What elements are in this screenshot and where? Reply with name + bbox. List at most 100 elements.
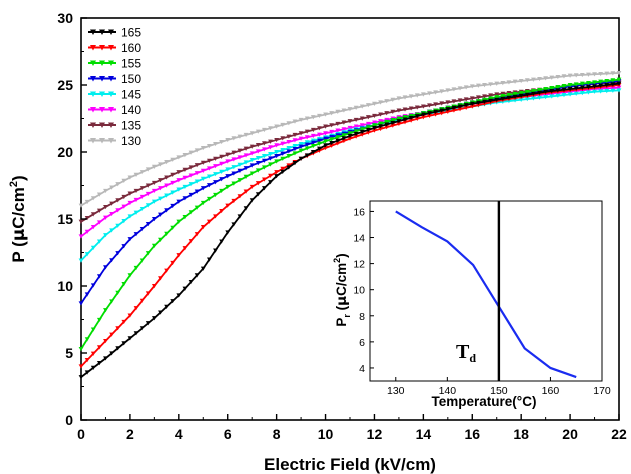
series-marker: [200, 176, 206, 181]
series-marker: [488, 93, 494, 98]
series-marker: [194, 171, 200, 176]
series-marker: [213, 192, 218, 198]
series-marker: [176, 293, 182, 298]
series-marker: [133, 210, 139, 215]
series-marker: [170, 172, 176, 177]
series-marker: [317, 132, 322, 137]
series-marker: [121, 204, 127, 209]
inset-x-tick-label: 170: [593, 385, 611, 397]
series-marker: [555, 74, 561, 80]
series-marker: [194, 148, 200, 153]
series-marker: [115, 208, 121, 213]
series-marker: [219, 154, 225, 159]
series-marker: [188, 173, 194, 178]
inset-y-axis-label: Pr (μC/cm2): [332, 253, 352, 326]
series-marker: [537, 76, 542, 82]
series-marker: [145, 291, 151, 296]
series-marker: [457, 104, 463, 109]
series-marker: [298, 131, 304, 136]
series-marker: [586, 85, 591, 90]
series-marker: [115, 251, 121, 256]
legend-item: 150: [88, 72, 141, 86]
series-marker: [524, 78, 530, 83]
series-marker: [109, 332, 114, 337]
series-marker: [353, 129, 359, 134]
series-marker: [494, 92, 500, 97]
series-marker: [384, 122, 390, 127]
series-marker: [378, 119, 383, 124]
series-marker: [90, 196, 96, 201]
series-marker: [592, 89, 597, 94]
series-marker: [579, 81, 585, 86]
series-marker: [586, 90, 591, 95]
series-marker: [592, 84, 597, 89]
series-marker: [194, 189, 200, 194]
series-marker: [139, 298, 145, 303]
series-marker: [268, 162, 273, 167]
series-marker: [176, 187, 182, 192]
series-marker: [182, 246, 188, 251]
main-series-group: [78, 70, 622, 380]
series-marker: [139, 206, 145, 212]
series-marker: [353, 117, 359, 123]
x-tick-label: 16: [464, 426, 480, 442]
series-marker: [390, 120, 396, 126]
series-marker: [127, 214, 133, 219]
series-marker: [598, 89, 604, 94]
legend-marker: [99, 45, 105, 51]
series-marker: [127, 273, 133, 278]
series-marker: [133, 306, 139, 311]
series-marker: [414, 93, 420, 98]
series-marker: [274, 124, 280, 129]
series-marker: [249, 198, 255, 203]
series-marker: [586, 80, 591, 86]
legend-label: 155: [121, 57, 141, 71]
series-marker: [127, 175, 133, 180]
series-marker: [139, 258, 145, 263]
series-marker: [414, 116, 420, 122]
series-marker: [396, 96, 402, 101]
series-marker: [158, 178, 163, 183]
series-marker: [304, 146, 310, 151]
series-marker: [182, 153, 188, 158]
series-marker: [274, 150, 280, 155]
series-marker: [96, 239, 102, 244]
series-marker: [103, 215, 108, 220]
series-marker: [243, 153, 249, 158]
series-marker: [243, 166, 249, 171]
series-marker: [96, 220, 102, 225]
series-marker: [121, 244, 127, 249]
series-marker: [151, 243, 157, 248]
y-tick-label: 10: [57, 278, 73, 294]
series-marker: [170, 225, 176, 230]
series-marker: [286, 134, 292, 139]
series-marker: [219, 239, 225, 244]
series-marker: [329, 123, 335, 128]
series-marker: [323, 143, 328, 148]
series-marker: [445, 107, 451, 112]
series-marker: [219, 208, 225, 214]
series-marker: [109, 258, 114, 263]
series-marker: [341, 138, 347, 144]
series-marker: [610, 78, 616, 83]
series-marker: [213, 180, 218, 185]
series-marker: [347, 107, 353, 112]
series-marker: [280, 136, 286, 141]
legend-item: 140: [88, 103, 141, 117]
series-marker: [549, 94, 555, 99]
series-marker: [329, 111, 335, 116]
series-marker: [90, 327, 96, 332]
series-marker: [164, 160, 169, 165]
series-marker: [335, 135, 341, 140]
series-marker: [378, 126, 383, 132]
series-marker: [255, 181, 261, 186]
series-marker: [286, 145, 292, 151]
series-marker: [231, 181, 237, 186]
series-marker: [151, 316, 157, 321]
legend-item: 135: [88, 119, 141, 133]
series-marker: [359, 104, 365, 109]
series-marker: [133, 172, 139, 177]
series-marker: [518, 93, 524, 98]
series-marker: [317, 113, 322, 119]
series-marker: [280, 166, 286, 171]
